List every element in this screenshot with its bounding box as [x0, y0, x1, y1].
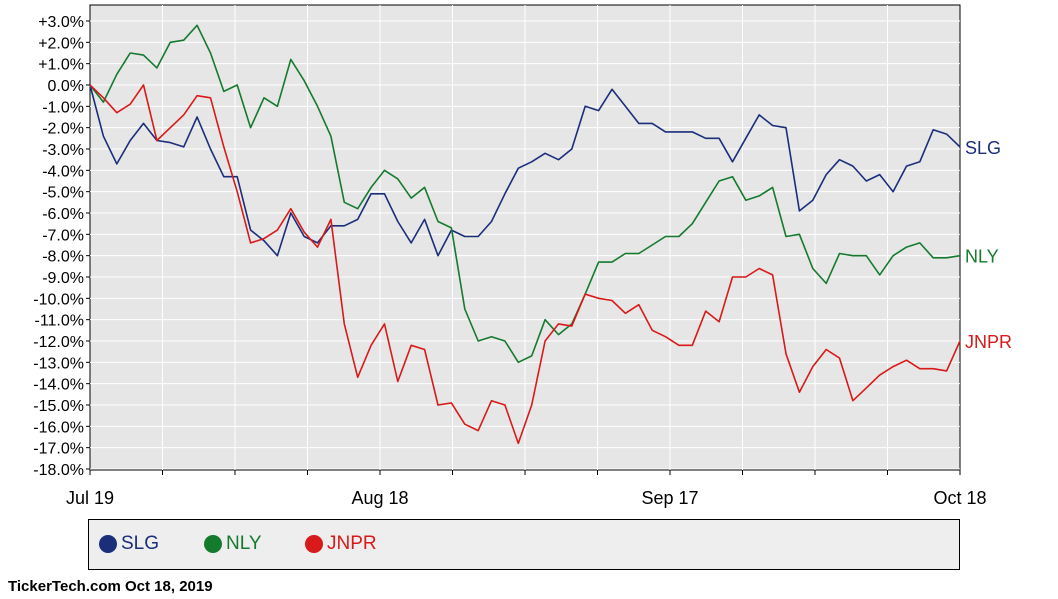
y-tick-label: -1.0% — [42, 99, 84, 116]
y-tick-label: -2.0% — [42, 121, 84, 138]
grid-lines — [90, 5, 960, 470]
legend-item-slg: SLG — [99, 533, 159, 555]
legend-marker-icon — [305, 535, 323, 553]
y-tick-label: -13.0% — [33, 355, 84, 372]
y-tick-label: -3.0% — [42, 142, 84, 159]
y-tick-label: +1.0% — [38, 57, 84, 74]
y-tick-label: -11.0% — [34, 313, 84, 330]
x-tick-label: Oct 18 — [933, 488, 986, 508]
legend-marker-icon — [204, 535, 222, 553]
legend-label: SLG — [121, 533, 160, 554]
y-tick-label: +3.0% — [38, 14, 84, 31]
series-end-label-slg: SLG — [965, 138, 1001, 158]
legend-item-jnpr: JNPR — [305, 533, 377, 555]
y-tick-label: -14.0% — [33, 377, 84, 394]
y-tick-label: -15.0% — [33, 398, 84, 415]
legend-item-nly: NLY — [204, 533, 262, 555]
legend-label: NLY — [226, 533, 262, 554]
series-end-label-jnpr: JNPR — [965, 332, 1012, 352]
x-tick-label: Jul 19 — [66, 488, 114, 508]
y-tick-label: 0.0% — [48, 78, 84, 95]
y-tick-label: -7.0% — [42, 227, 84, 244]
y-tick-label: -12.0% — [33, 334, 84, 351]
footer-credit: TickerTech.com Oct 18, 2019 — [8, 578, 213, 595]
y-tick-label: -9.0% — [42, 270, 84, 287]
y-tick-label: +2.0% — [38, 35, 84, 52]
x-tick-label: Aug 18 — [351, 488, 408, 508]
legend-marker-icon — [99, 535, 117, 553]
y-tick-label: -5.0% — [42, 185, 84, 202]
x-axis: Jul 19 Aug 18 Sep 17 Oct 18 — [66, 470, 987, 508]
legend-label: JNPR — [327, 533, 377, 554]
legend: SLG NLY JNPR — [88, 519, 960, 570]
line-chart: +3.0% +2.0% +1.0% 0.0% -1.0% -2.0% -3.0% -4.0% -… — [33, 4, 1012, 508]
series-line-jnpr — [89, 84, 961, 445]
y-tick-label: -17.0% — [33, 441, 84, 458]
series-line-nly — [89, 24, 961, 364]
y-tick-label: -4.0% — [42, 163, 84, 180]
y-tick-label: -18.0% — [33, 462, 84, 479]
series-labels: SLG NLY JNPR — [965, 138, 1012, 352]
series-end-label-nly: NLY — [965, 247, 999, 267]
y-tick-label: -16.0% — [33, 419, 84, 436]
y-tick-label: -6.0% — [42, 206, 84, 223]
y-axis: +3.0% +2.0% +1.0% 0.0% -1.0% -2.0% -3.0% -4.0% -… — [33, 14, 90, 479]
series-lines — [89, 24, 961, 445]
y-tick-label: -10.0% — [33, 291, 84, 308]
x-tick-label: Sep 17 — [641, 488, 698, 508]
series-line-slg — [89, 84, 961, 257]
y-tick-label: -8.0% — [42, 249, 84, 266]
